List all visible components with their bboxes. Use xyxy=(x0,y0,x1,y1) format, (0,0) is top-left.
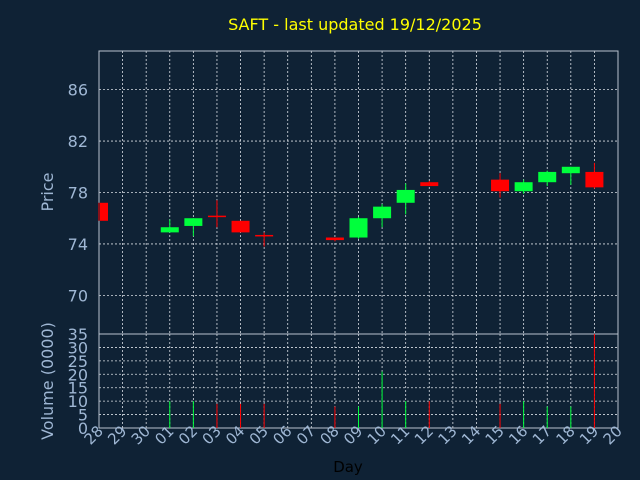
price-tick-label: 78 xyxy=(68,184,88,203)
candle-body xyxy=(325,237,344,241)
price-tick-label: 70 xyxy=(68,286,88,305)
volume-tick-label: 35 xyxy=(68,325,88,344)
candle-body xyxy=(160,227,179,233)
x-tick-label: 29 xyxy=(104,422,130,448)
x-tick-label: 11 xyxy=(387,422,413,448)
x-tick-label: 18 xyxy=(552,422,578,448)
price-candles xyxy=(98,162,604,247)
x-axis-ticks: 2829300102030405060708091011121314151617… xyxy=(81,422,626,448)
x-tick-label: 06 xyxy=(269,422,295,448)
volume-tick-label: 20 xyxy=(68,365,88,384)
candle-body xyxy=(100,202,108,221)
price-tick-label: 86 xyxy=(68,81,88,100)
x-tick-label: 01 xyxy=(151,422,177,448)
price-tick-label: 82 xyxy=(68,132,88,151)
price-gridlines xyxy=(99,51,618,334)
x-tick-label: 20 xyxy=(600,422,626,448)
x-tick-label: 09 xyxy=(340,422,366,448)
price-tick-label: 74 xyxy=(68,235,88,254)
volume-tick-label: 30 xyxy=(68,338,88,357)
candle-body xyxy=(207,215,226,218)
x-tick-label: 14 xyxy=(458,422,484,448)
x-tick-label: 03 xyxy=(199,422,225,448)
x-tick-label: 07 xyxy=(293,422,319,448)
volume-bars xyxy=(169,334,595,428)
x-axis-label: Day xyxy=(333,458,363,476)
candle-body xyxy=(184,218,203,226)
candle-body xyxy=(231,220,250,233)
x-tick-label: 04 xyxy=(222,422,248,448)
candle-body xyxy=(561,166,580,174)
candle-body xyxy=(373,206,392,219)
volume-tick-label: 0 xyxy=(78,419,88,438)
price-axis-label: Price xyxy=(38,172,57,211)
x-tick-label: 13 xyxy=(434,422,460,448)
x-tick-label: 05 xyxy=(246,422,272,448)
x-tick-label: 15 xyxy=(482,422,508,448)
x-tick-label: 10 xyxy=(364,422,390,448)
candle-body xyxy=(585,171,604,188)
x-tick-label: 12 xyxy=(411,422,437,448)
volume-tick-label: 15 xyxy=(68,379,88,398)
x-tick-label: 30 xyxy=(128,422,154,448)
candle-body xyxy=(349,218,368,238)
candle-body xyxy=(396,189,415,203)
volume-tick-label: 10 xyxy=(68,392,88,411)
volume-axis-label: Volume (0000) xyxy=(38,322,57,440)
candle-body xyxy=(514,182,533,192)
chart-title: SAFT - last updated 19/12/2025 xyxy=(228,15,482,34)
candle-body xyxy=(491,179,510,192)
x-tick-label: 02 xyxy=(175,422,201,448)
volume-tick-label: 5 xyxy=(78,406,88,425)
x-tick-label: 19 xyxy=(576,422,602,448)
volume-gridlines xyxy=(99,334,618,428)
volume-tick-label: 25 xyxy=(68,352,88,371)
candle-body xyxy=(255,234,274,237)
x-tick-label: 16 xyxy=(505,422,531,448)
candle-body xyxy=(420,182,439,187)
x-tick-label: 17 xyxy=(529,422,555,448)
price-y-ticks: 70 74 78 82 86 xyxy=(68,81,88,306)
candle-body xyxy=(538,171,557,183)
x-tick-label: 08 xyxy=(317,422,343,448)
